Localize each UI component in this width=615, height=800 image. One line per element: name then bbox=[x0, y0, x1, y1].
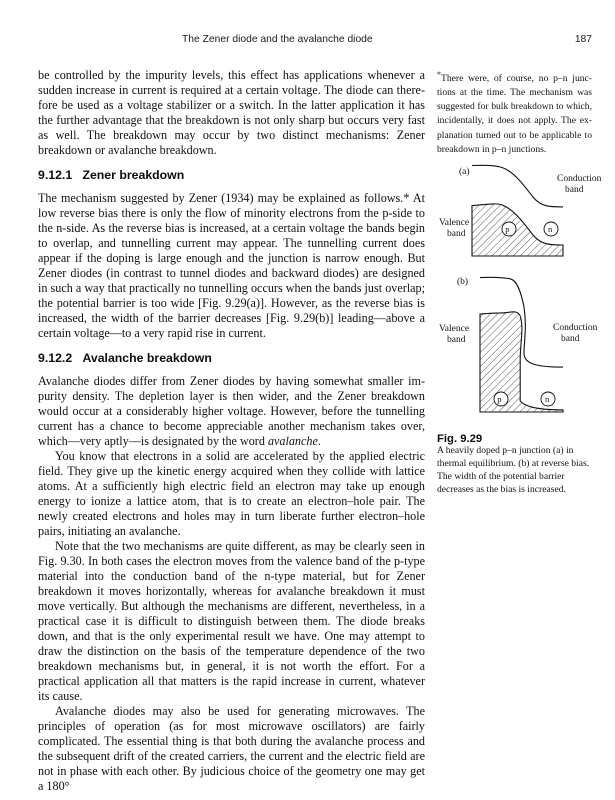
svg-text:Conduction: Conduction bbox=[557, 174, 602, 184]
svg-text:band: band bbox=[447, 335, 466, 345]
svg-text:Valence: Valence bbox=[439, 218, 469, 228]
svg-text:band: band bbox=[565, 185, 584, 195]
svg-text:Conduction: Conduction bbox=[553, 323, 598, 333]
svg-text:p: p bbox=[505, 224, 509, 234]
svg-text:band: band bbox=[561, 334, 580, 344]
svg-text:(b): (b) bbox=[457, 276, 468, 287]
svg-text:band: band bbox=[447, 229, 466, 239]
svg-text:p: p bbox=[497, 394, 501, 404]
svg-text:Valence: Valence bbox=[439, 324, 469, 334]
svg-text:(a): (a) bbox=[459, 166, 470, 177]
